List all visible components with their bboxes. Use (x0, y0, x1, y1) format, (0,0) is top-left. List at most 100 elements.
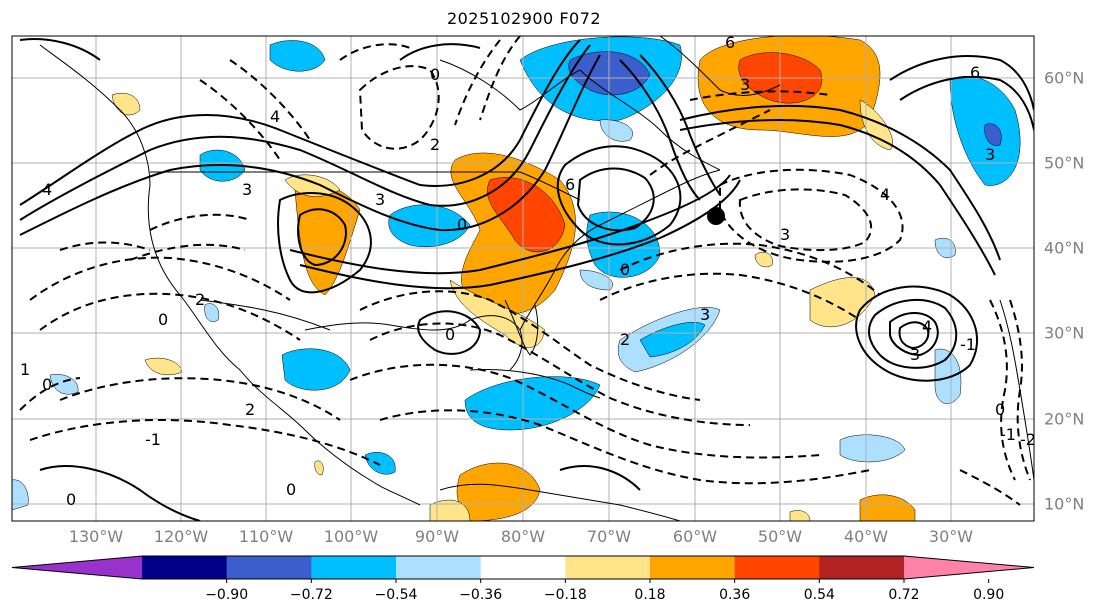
positive-contour (899, 75, 1034, 131)
weak-positive-anomaly-region (449, 279, 546, 348)
positive-contour (289, 174, 731, 275)
station-marker (707, 207, 725, 225)
colorbar-segment (226, 556, 312, 579)
negative-contour (29, 419, 381, 466)
negative-contour (149, 213, 251, 231)
contour-label: 0 (286, 480, 296, 499)
weak-positive-anomaly-region (314, 460, 324, 476)
colorbar-segment (480, 556, 566, 579)
contour-label: 3 (242, 180, 252, 199)
contour-label: 4 (880, 185, 890, 204)
contour-label: 0 (445, 325, 455, 344)
contour-label: 3 (910, 345, 920, 364)
contour-label: 4 (42, 180, 52, 199)
negative-contour (59, 377, 341, 421)
colorbar-segment (650, 556, 736, 579)
negative-contour (339, 43, 411, 61)
negative-contour (989, 299, 1016, 481)
contour-label: 3 (700, 305, 710, 324)
latitude-label: 40°N (1044, 238, 1085, 258)
contour-label: 0 (995, 400, 1005, 419)
positive-contour (898, 321, 930, 350)
negative-contour (479, 36, 521, 121)
border-us-canada (150, 171, 581, 201)
positive-contour (556, 145, 682, 246)
colorbar-segment (311, 556, 397, 579)
colorbar-tick-label: −0.90 (205, 587, 249, 603)
weak-positive-anomaly-region (859, 99, 893, 151)
colorbar-tick-label: 0.90 (973, 587, 1005, 603)
map-title: 2025102900 F072 (446, 9, 602, 28)
longitude-label: 130°W (68, 527, 124, 546)
coastline-south-america (439, 483, 681, 521)
negative-anomaly-region (388, 204, 471, 248)
negative-contour (719, 168, 904, 263)
longitude-label: 110°W (238, 527, 294, 546)
latitude-label: 20°N (1044, 409, 1085, 429)
colorbar-tick-label: −0.36 (459, 587, 503, 603)
negative-contour (649, 109, 771, 176)
coastline-cuba (469, 369, 601, 399)
positive-contour (399, 43, 481, 61)
positive-contour (889, 55, 1034, 111)
positive-contour (417, 310, 482, 355)
positive-contour (619, 59, 701, 201)
negative-contour (379, 409, 871, 485)
negative-contour (349, 363, 821, 459)
weak-negative-anomaly-region (12, 479, 29, 511)
coastlines (39, 36, 1034, 521)
colorbar-tick-label: −0.18 (543, 587, 587, 603)
contour-label: 1 (20, 360, 30, 379)
colorbar-outline (11, 555, 1035, 580)
contour-label: 2 (195, 290, 205, 309)
contour-label: 3 (780, 225, 790, 244)
colorbar-segment (565, 556, 651, 579)
latitude-label: 60°N (1044, 68, 1085, 88)
colorbar-tick-label: −0.72 (289, 587, 333, 603)
contour-label-group: 2 -1 0 0 0 0 3 0 6 0 3 6 6 3 4 3 3 2 3 4 (20, 33, 1036, 509)
negative-contour (39, 292, 301, 341)
contour-label: -1 (1000, 425, 1016, 444)
latitude-label: 10°N (1044, 494, 1085, 514)
longitude-label: 60°W (672, 527, 718, 546)
negative-contour (19, 377, 81, 411)
colorbar-segment (819, 556, 905, 579)
negative-contour (1009, 299, 1031, 481)
contour-label: -1 (145, 430, 161, 449)
colorbar-tick-label: 0.18 (634, 587, 666, 603)
longitude-label: 100°W (323, 527, 379, 546)
contour-label: 3 (740, 75, 750, 94)
negative-contour (738, 188, 873, 252)
colorbar (11, 555, 1035, 583)
positive-contour (559, 465, 641, 491)
contour-label: -1 (960, 335, 976, 354)
negative-contour (129, 243, 246, 261)
weak-negative-anomaly-region (579, 269, 613, 291)
negative-contour (689, 90, 831, 101)
contour-label: -2 (1020, 430, 1036, 449)
graticule (12, 36, 1034, 521)
coastline-hudson (439, 59, 581, 111)
contour-label: 4 (922, 317, 932, 336)
contour-label: 2 (245, 400, 255, 419)
colorbar-segment (396, 556, 482, 579)
positive-contour (868, 298, 958, 369)
coastline-florida (504, 299, 539, 356)
positive-contour (277, 192, 372, 294)
contour-label: 6 (970, 63, 980, 82)
border-us-mexico (199, 299, 331, 331)
colorbar-tick-label: 0.72 (888, 587, 920, 603)
weak-positive-anomaly-region (144, 357, 183, 376)
longitude-label: 80°W (500, 527, 546, 546)
contour-label: 6 (725, 33, 735, 52)
negative-contour (619, 242, 881, 296)
positive-contour (299, 179, 741, 290)
contour-label: 0 (66, 490, 76, 509)
negative-contour (599, 272, 861, 321)
positive-contour (855, 285, 979, 382)
negative-anomaly-region (269, 40, 326, 72)
weak-negative-anomaly-region (599, 119, 633, 142)
positive-contour (19, 44, 591, 221)
